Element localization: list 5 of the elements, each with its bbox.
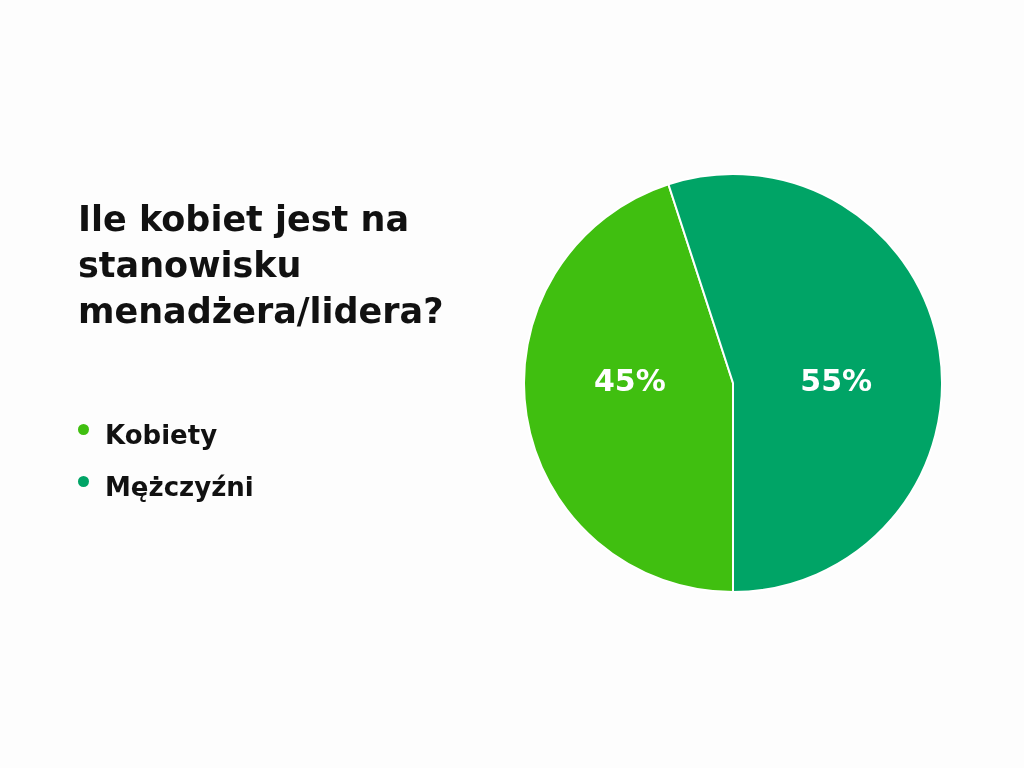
data-label: 45%	[593, 362, 666, 398]
text: Ile kobiet jest na stanowisku menadżera/lidera?	[78, 198, 445, 333]
data-label: 55%	[800, 362, 873, 398]
legend-label: Kobiety	[105, 420, 218, 450]
legend-label: Mężczyźni	[105, 472, 254, 502]
